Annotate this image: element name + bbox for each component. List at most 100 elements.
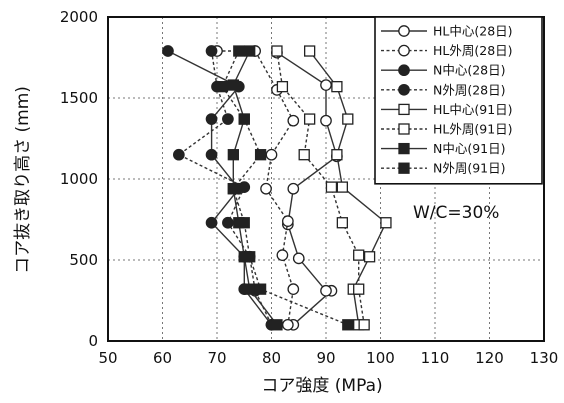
x-tick-label: 110 [421,349,450,367]
legend-item: HL外周(28日) [381,43,513,58]
data-point [205,216,218,229]
data-point [320,114,332,127]
plot-frame [107,16,545,342]
legend-item: N中心(91日) [381,141,506,156]
data-point [398,64,410,77]
y-tick-label: 1000 [60,170,98,188]
data-point [287,283,300,296]
legend-label: N外周(91日) [433,161,506,176]
y-tick-label: 0 [88,332,98,350]
data-point [276,81,289,93]
data-point [353,249,365,261]
y-tick-label: 500 [69,251,98,269]
legend-label: N中心(28日) [433,63,506,78]
data-point [227,79,240,91]
data-point [320,284,332,297]
data-point [287,114,300,127]
data-point [238,113,250,125]
data-point [325,181,338,193]
series [271,46,343,331]
legend-item: HL中心(28日) [381,24,513,39]
x-tick-label: 70 [207,349,226,367]
x-axis-title: コア強度 (MPa) [261,376,382,396]
data-point [238,181,251,193]
data-point [298,149,310,161]
data-point [222,216,234,229]
legend-item: N外周(28日) [381,82,506,97]
data-point [222,113,234,125]
y-axis-ticks: 0 500 1000 1500 2000 [60,8,98,350]
legend-label: HL中心(91日) [433,102,513,117]
legend-label: HL外周(28日) [433,43,513,58]
x-tick-label: 60 [153,349,172,367]
data-point [244,251,256,263]
data-point [260,182,272,195]
series [216,45,354,331]
legend-box [374,16,543,185]
legend-item: HL外周(91日) [381,122,513,137]
data-point [265,148,278,161]
series-layer [162,45,392,331]
data-point [238,217,250,229]
x-tick-label: 120 [475,349,504,367]
data-point [271,45,283,57]
data-point [398,142,410,155]
data-point [398,25,410,37]
data-point [162,45,174,57]
data-point [336,181,349,193]
data-point [281,215,294,227]
x-axis-ticks: 50 60 70 80 90 100 110 120 130 [98,349,558,367]
data-point [254,149,267,161]
legend-label: N外周(28日) [433,82,506,97]
legend-label: N中心(91日) [433,141,506,156]
data-point [205,113,218,125]
data-point [342,319,354,331]
data-point [227,149,240,161]
data-point [398,103,410,116]
data-point [276,249,289,261]
data-point [336,217,349,229]
data-point [363,251,376,263]
series [271,45,370,331]
legend-item: N外周(91日) [381,161,506,176]
data-point [342,113,354,125]
data-point [216,81,229,93]
y-tick-label: 2000 [60,8,98,26]
y-axis-title: コア抜き取り高さ (mm) [13,86,33,274]
data-point [331,81,343,93]
x-tick-label: 50 [98,349,117,367]
x-tick-label: 80 [262,349,281,367]
data-point [380,217,392,229]
data-point [353,283,365,295]
legend-label: HL中心(28日) [433,24,513,39]
data-point [205,148,218,161]
data-point [287,182,300,195]
legend: HL中心(28日) HL外周(28日) N中心(28日) N外周(28日) HL中心(9… [374,16,543,185]
data-point [271,319,283,331]
data-point [227,183,240,195]
data-point [358,319,370,331]
data-point [303,45,316,57]
data-point [331,149,343,161]
data-point [281,318,294,331]
data-point [244,283,256,295]
data-point [398,83,410,96]
x-tick-label: 130 [530,349,559,367]
data-point [173,148,185,161]
data-point [205,45,218,57]
annotation: W/C=30% [413,203,499,223]
legend-item: N中心(28日) [381,63,506,78]
legend-item: HL中心(91日) [381,102,513,117]
data-point [303,113,316,125]
x-tick-label: 90 [316,349,335,367]
data-point [320,79,332,91]
y-tick-label: 1500 [60,89,98,107]
data-point [398,162,410,174]
data-point [244,45,256,57]
data-point [233,45,245,57]
data-point [292,252,305,265]
data-point [398,44,410,57]
legend-label: HL外周(91日) [433,122,513,137]
data-point [254,283,267,295]
